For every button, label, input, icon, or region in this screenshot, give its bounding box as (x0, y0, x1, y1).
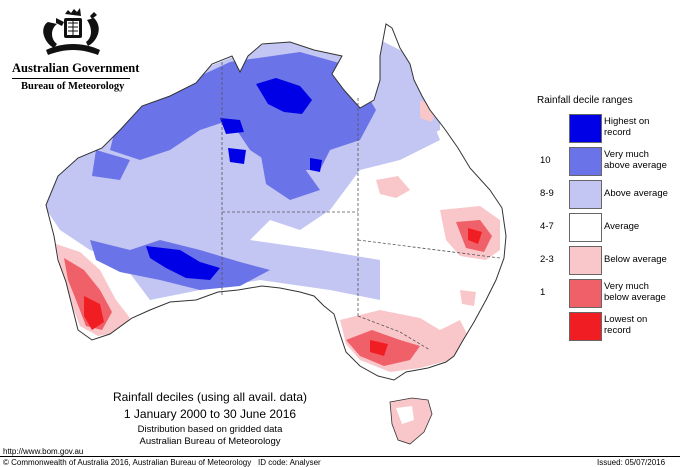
legend-swatch-average (569, 213, 602, 242)
issued-date-text: Issued: 05/07/2016 (597, 458, 666, 467)
legend-swatch-above (569, 180, 602, 209)
legend-code-4-7: 4-7 (540, 221, 554, 232)
legend-label-very-much-below: Very much below average (604, 281, 666, 303)
map-title: Rainfall deciles (using all avail. data) (112, 390, 308, 404)
legend-label-very-much-above: Very much above average (604, 149, 667, 171)
legend-swatch-lowest (569, 312, 602, 341)
legend-title: Rainfall decile ranges (537, 95, 633, 106)
coat-of-arms-icon (43, 8, 100, 55)
legend-label-lowest: Lowest on record (604, 314, 648, 336)
bureau-label: Bureau of Meteorology (21, 81, 125, 92)
legend-swatch-below (569, 246, 602, 275)
legend-code-1: 1 (540, 287, 546, 298)
map-note-source: Australian Bureau of Meteorology (139, 436, 281, 447)
legend-code-10: 10 (540, 155, 551, 166)
footer-divider (0, 456, 680, 457)
legend-label-average: Average (604, 221, 640, 232)
legend-swatch-highest (569, 114, 602, 143)
header-divider (12, 78, 130, 79)
copyright-text: © Commonwealth of Australia 2016, Austra… (3, 458, 252, 467)
map-period: 1 January 2000 to 30 June 2016 (123, 407, 297, 421)
legend-label-above: Above average (604, 188, 668, 199)
legend-label-highest: Highest on record (604, 116, 650, 138)
government-label: Australian Government (12, 61, 140, 75)
legend-code-2-3: 2-3 (540, 254, 554, 265)
bom-url: http://www.bom.gov.au (3, 447, 84, 456)
legend-swatch-very-much-below (569, 279, 602, 308)
map-note-distribution: Distribution based on gridded data (137, 424, 283, 435)
id-code-text: ID code: Analyser (258, 458, 321, 467)
legend-code-8-9: 8-9 (540, 188, 554, 199)
legend-swatch-very-much-above (569, 147, 602, 176)
legend-label-below: Below average (604, 254, 667, 265)
